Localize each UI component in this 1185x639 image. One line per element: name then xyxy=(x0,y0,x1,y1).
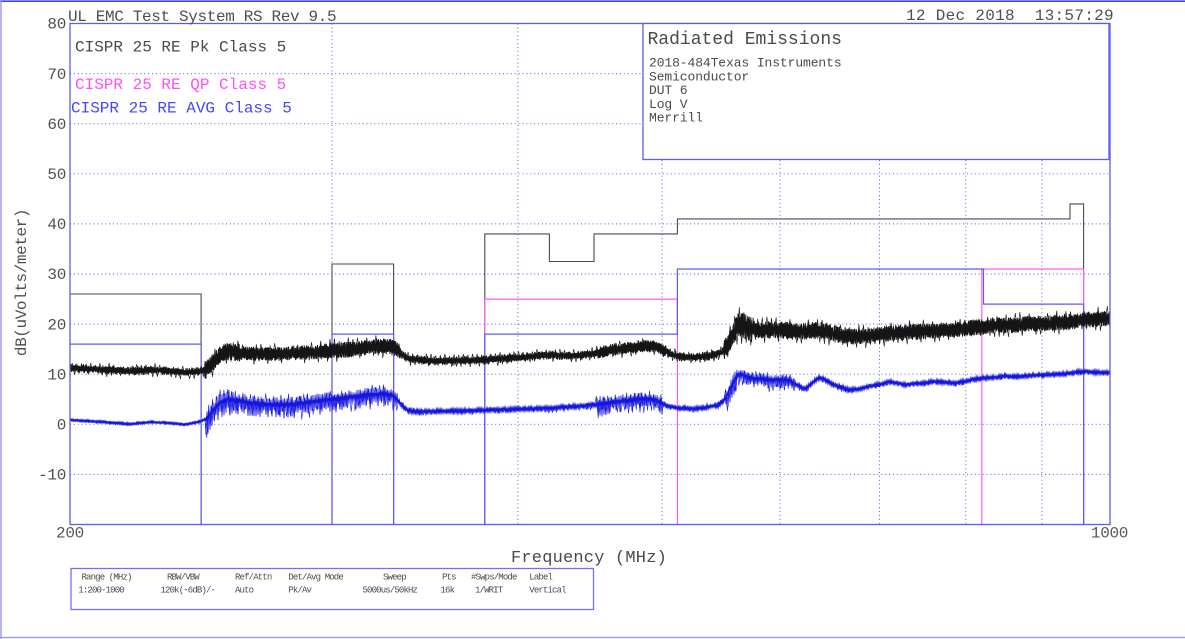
svg-text:2018-484Texas Instruments: 2018-484Texas Instruments xyxy=(649,56,842,71)
svg-text:12 Dec 2018 13:57:29: 12 Dec 2018 13:57:29 xyxy=(906,7,1114,25)
svg-text:CISPR 25 RE QP Class 5: CISPR 25 RE QP Class 5 xyxy=(75,76,286,94)
svg-text:60: 60 xyxy=(47,116,66,134)
svg-text:Pts: Pts xyxy=(442,573,456,583)
svg-text:#Swps/Mode: #Swps/Mode xyxy=(471,573,517,583)
svg-text:0: 0 xyxy=(57,417,66,435)
svg-text:1000: 1000 xyxy=(1091,525,1128,543)
svg-text:10: 10 xyxy=(47,366,66,384)
svg-text:Label: Label xyxy=(529,573,552,583)
svg-text:Sweep: Sweep xyxy=(383,573,406,583)
svg-text:Merrill: Merrill xyxy=(649,111,703,126)
svg-text:DUT 6: DUT 6 xyxy=(649,83,688,98)
svg-text:Radiated Emissions: Radiated Emissions xyxy=(648,30,842,50)
svg-text:Frequency (MHz): Frequency (MHz) xyxy=(511,549,667,568)
svg-text:70: 70 xyxy=(47,66,66,84)
svg-text:CISPR 25 RE AVG Class 5: CISPR 25 RE AVG Class 5 xyxy=(71,100,292,118)
svg-text:20: 20 xyxy=(47,316,66,334)
svg-text:Range (MHz): Range (MHz) xyxy=(82,573,132,583)
svg-text:80: 80 xyxy=(47,16,66,34)
svg-text:16k: 16k xyxy=(441,585,455,595)
svg-text:Log V: Log V xyxy=(649,97,688,112)
svg-text:Det/Avg Mode: Det/Avg Mode xyxy=(288,573,343,583)
svg-text:Auto: Auto xyxy=(235,585,254,595)
svg-text:200: 200 xyxy=(56,525,84,543)
svg-text:120k(-6dB)/-: 120k(-6dB)/- xyxy=(161,585,216,595)
svg-text:30: 30 xyxy=(47,266,66,284)
svg-text:UL EMC Test System RS Rev 9.5: UL EMC Test System RS Rev 9.5 xyxy=(68,8,336,26)
svg-text:5000us/50kHz: 5000us/50kHz xyxy=(363,585,418,595)
svg-text:Semiconductor: Semiconductor xyxy=(649,69,749,84)
svg-text:-10: -10 xyxy=(38,467,66,485)
svg-text:CISPR 25 RE Pk Class 5: CISPR 25 RE Pk Class 5 xyxy=(75,39,286,57)
svg-text:50: 50 xyxy=(47,166,66,184)
svg-text:1/WRIT: 1/WRIT xyxy=(475,585,504,595)
svg-text:40: 40 xyxy=(47,216,66,234)
svg-text:RBW/VBW: RBW/VBW xyxy=(167,573,200,583)
svg-text:Vertical: Vertical xyxy=(529,585,566,595)
svg-text:Ref/Attn: Ref/Attn xyxy=(235,573,272,583)
svg-text:1:200-1000: 1:200-1000 xyxy=(78,585,124,595)
svg-text:Pk/Av: Pk/Av xyxy=(288,585,312,595)
svg-text:dB(uVolts/meter): dB(uVolts/meter) xyxy=(13,209,31,356)
